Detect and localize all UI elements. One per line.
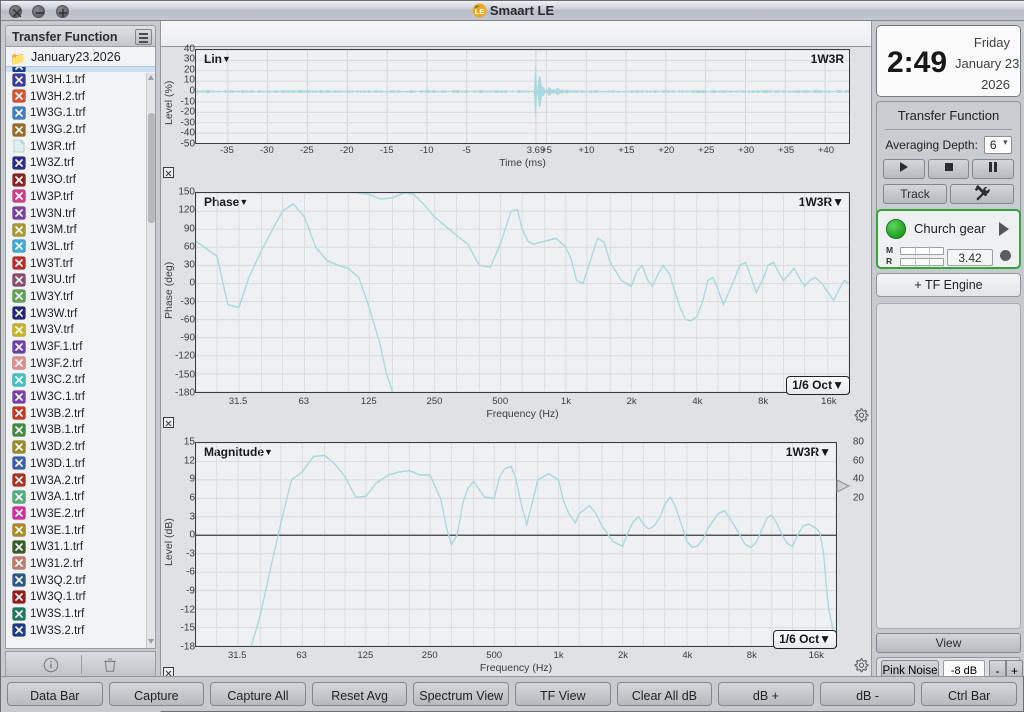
svg-text:LE: LE: [475, 7, 485, 16]
